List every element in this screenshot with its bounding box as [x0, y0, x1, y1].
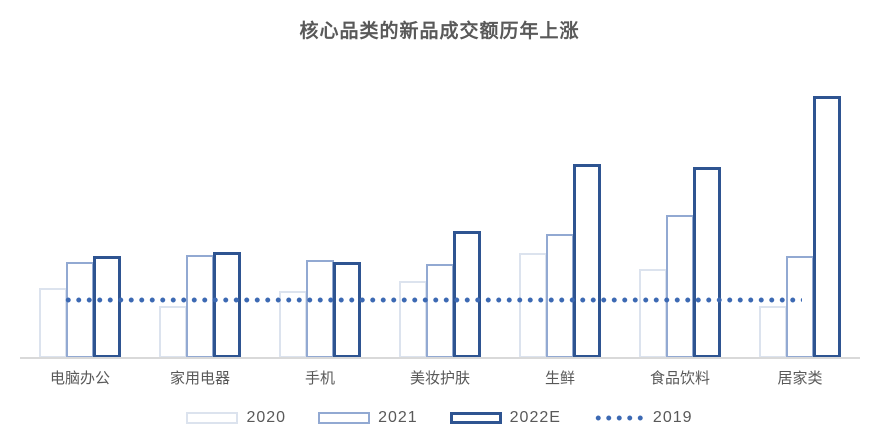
bar-group-7	[740, 96, 860, 358]
bar-2021-生鲜	[546, 234, 574, 358]
chart-title: 核心品类的新品成交额历年上涨	[299, 21, 580, 42]
category-labels-row: 电脑办公 家用电器 手机 美妆护肤 生鲜 食品饮料 居家类	[20, 367, 860, 388]
bar-group-1	[20, 256, 140, 358]
bar-2020-食品饮料	[639, 269, 667, 358]
bar-2020-家用电器	[159, 306, 187, 358]
bar-2020-美妆护肤	[399, 281, 427, 358]
legend-label-2020: 2020	[246, 409, 287, 426]
bar-group-5	[500, 164, 620, 358]
legend-item-2020: 2020	[186, 409, 286, 427]
x-axis-line	[20, 357, 860, 359]
bar-2022E-家用电器	[213, 252, 241, 358]
legend-label-2022e: 2022E	[509, 409, 561, 426]
reference-line-2019	[63, 297, 802, 303]
category-label-居家类: 居家类	[777, 370, 823, 387]
bar-2022E-美妆护肤	[453, 231, 481, 358]
plot-area	[20, 0, 860, 359]
bar-2020-生鲜	[519, 253, 547, 358]
legend-item-2022e: 2022E	[449, 409, 561, 427]
category-label-电脑办公: 电脑办公	[49, 370, 110, 387]
bar-2022E-居家类	[813, 96, 841, 358]
legend-label-2019: 2019	[652, 409, 693, 426]
legend-swatch-2022e	[449, 412, 502, 424]
bar-groups	[20, 0, 860, 358]
bar-2021-手机	[306, 260, 334, 358]
bar-2022E-电脑办公	[93, 256, 121, 358]
bar-2021-电脑办公	[66, 262, 94, 358]
bar-2022E-食品饮料	[693, 167, 721, 358]
bar-2022E-生鲜	[573, 164, 601, 358]
category-label-生鲜: 生鲜	[544, 370, 575, 387]
legend-dotted-line-icon	[592, 415, 645, 421]
bar-2021-家用电器	[186, 255, 214, 358]
bar-2021-美妆护肤	[426, 264, 454, 358]
bar-group-3	[260, 260, 380, 358]
legend-item-2021: 2021	[318, 409, 418, 427]
bar-group-2	[140, 252, 260, 358]
category-label-手机: 手机	[304, 370, 335, 387]
category-label-食品饮料: 食品饮料	[649, 370, 710, 387]
bar-group-4	[380, 231, 500, 358]
bar-2020-居家类	[759, 306, 787, 358]
bar-2021-食品饮料	[666, 215, 694, 358]
bar-2021-居家类	[786, 256, 814, 358]
legend-item-2019: 2019	[592, 409, 693, 427]
bar-group-6	[620, 167, 740, 358]
category-label-美妆护肤: 美妆护肤	[409, 370, 470, 387]
legend-swatch-2020	[186, 412, 239, 424]
category-label-家用电器: 家用电器	[169, 370, 230, 387]
bar-2022E-手机	[333, 262, 361, 358]
legend-swatch-2021	[318, 412, 371, 424]
legend: 2020 2021 2022E 2019	[0, 409, 879, 427]
legend-label-2021: 2021	[378, 409, 418, 426]
